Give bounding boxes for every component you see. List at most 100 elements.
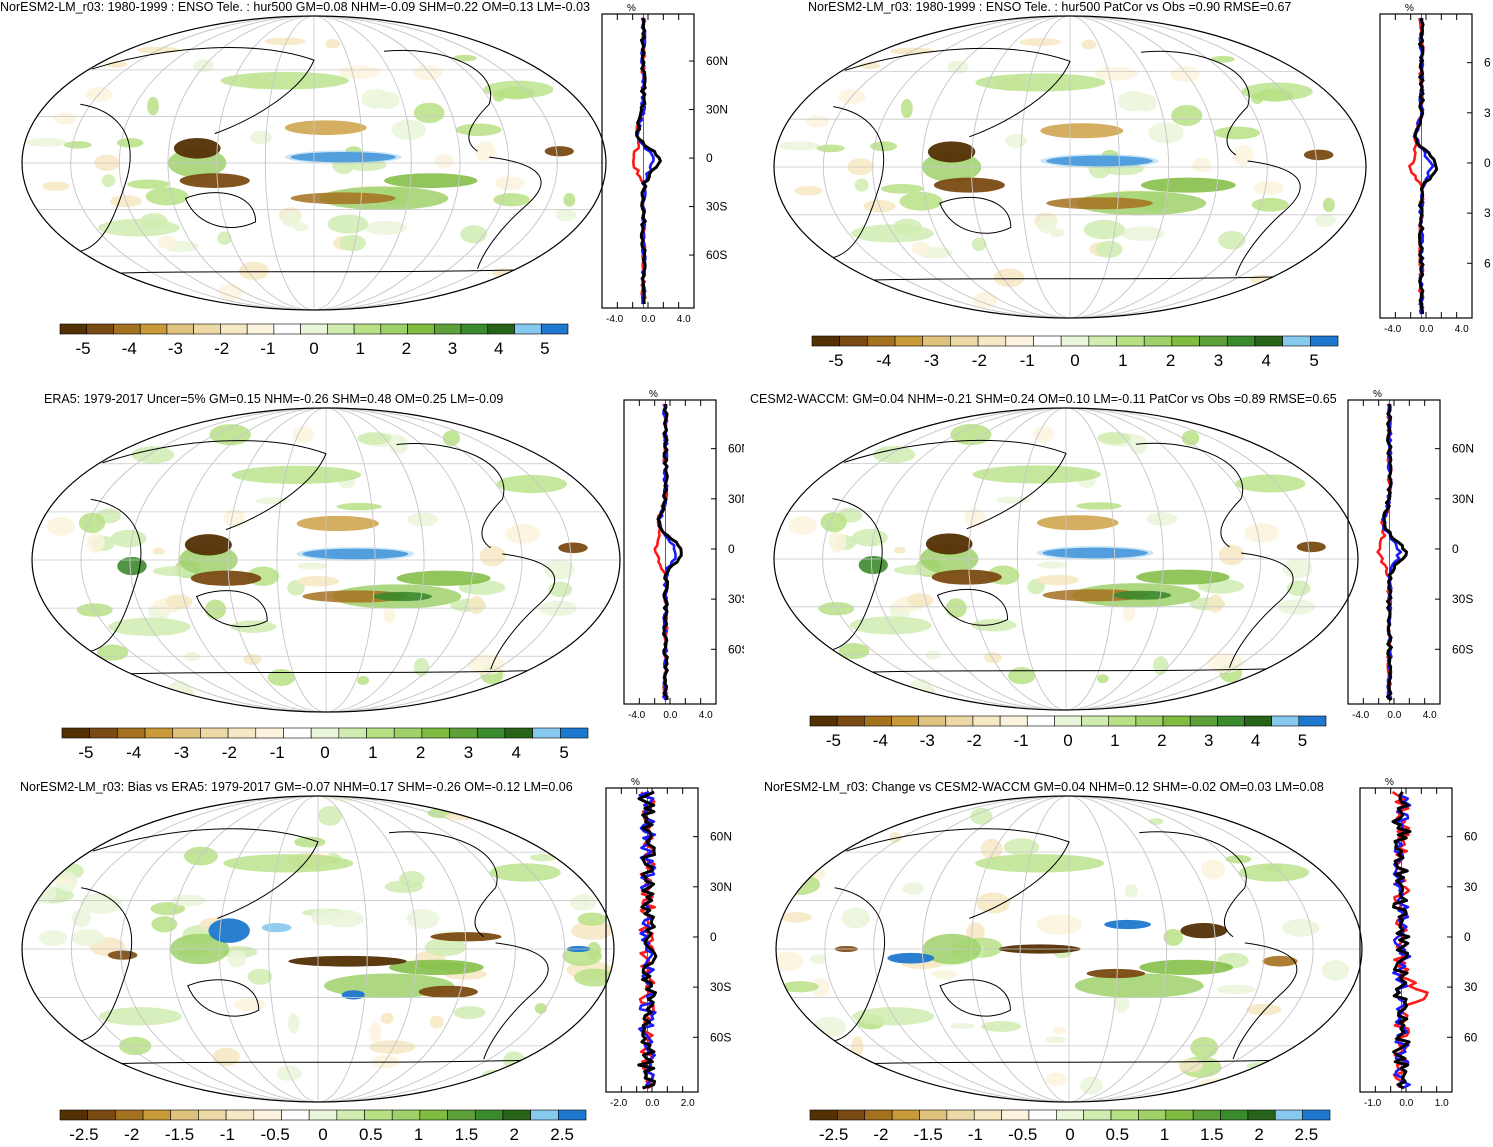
profile-frame xyxy=(601,13,695,309)
graticule xyxy=(22,16,606,310)
colorbar-swatch xyxy=(891,1109,920,1121)
colorbar-swatch xyxy=(560,727,589,739)
panel-title: ERA5: 1979-2017 Uncer=5% GM=0.15 NHM=-0.… xyxy=(44,392,504,406)
profile-unit-label: % xyxy=(1373,389,1382,400)
profile-y-tick-label: 60 xyxy=(1464,1030,1478,1044)
colorbar-swatch xyxy=(1116,335,1145,347)
colorbar-swatch xyxy=(1189,715,1218,727)
colorbar-swatch xyxy=(1226,335,1256,347)
colorbar-tick-label: 3 xyxy=(1214,351,1223,370)
colorbar-swatch xyxy=(1162,715,1191,727)
colorbar-swatch xyxy=(113,323,141,335)
graticule xyxy=(774,16,1366,318)
panel-title: NorESM2-LM_r03: Change vs CESM2-WACCM GM… xyxy=(764,780,1324,794)
profile-y-tick-label: 30N xyxy=(728,492,744,506)
colorbar-swatch xyxy=(1254,335,1283,347)
profile-y-tick-label: 0 xyxy=(728,542,735,556)
colorbar-swatch xyxy=(1108,715,1137,727)
profile-x-tick-label: 0.0 xyxy=(1419,324,1433,335)
colorbar-swatch xyxy=(1244,715,1272,727)
colorbar-swatch xyxy=(170,1109,199,1121)
colorbar-swatch xyxy=(474,1109,504,1121)
colorbar-tick-label: -1.5 xyxy=(165,1125,194,1144)
profile-line-black xyxy=(637,790,658,1090)
colorbar-tick-label: -1.5 xyxy=(914,1125,943,1144)
colorbar-tick-label: -0.5 xyxy=(261,1125,290,1144)
world-map xyxy=(21,795,615,1103)
colorbar-swatch xyxy=(380,323,408,335)
colorbar-tick-label: -5 xyxy=(826,731,841,750)
profile-line-black xyxy=(635,17,662,305)
profile-unit-label: % xyxy=(627,3,636,14)
profile-y-tick-label: 3 xyxy=(1484,206,1491,220)
profile-line-black xyxy=(656,403,683,701)
colorbar-tick-label: -2 xyxy=(222,743,237,762)
world-map xyxy=(773,15,1367,319)
profile-line-black xyxy=(1413,17,1439,315)
colorbar-swatch xyxy=(273,323,301,335)
map-field xyxy=(32,408,620,712)
colorbar-swatch xyxy=(1083,1109,1112,1121)
colorbar-swatch xyxy=(1199,335,1228,347)
profile-y-tick-label: 30S xyxy=(710,980,731,994)
colorbar-swatch xyxy=(1033,335,1062,347)
profile-line-black xyxy=(1391,791,1412,1090)
colorbar-swatch xyxy=(1054,715,1082,727)
profile-y-tick-label: 30 xyxy=(1464,880,1478,894)
profile-y-tick-label: 60S xyxy=(1452,642,1473,656)
colorbar-swatch xyxy=(1217,715,1245,727)
map-outline xyxy=(31,407,621,713)
colorbar-swatch xyxy=(253,1109,282,1121)
colorbar-swatch xyxy=(1138,1109,1167,1121)
colorbar-tick-label: 0.5 xyxy=(359,1125,383,1144)
colorbar-swatch xyxy=(972,715,1001,727)
profile-frame xyxy=(623,399,717,705)
panel-title: NorESM2-LM_r03: 1980-1999 : ENSO Tele. :… xyxy=(808,0,1292,14)
colorbar-swatch xyxy=(487,323,515,335)
colorbar: -5 -4 -3 -2 -1 0 1 2 3 4 5 xyxy=(809,715,1327,750)
colorbar-swatch xyxy=(891,715,919,727)
profile-line-blue xyxy=(657,403,677,701)
profile-y-tick-label: 6 xyxy=(1484,256,1491,270)
colorbar-swatch xyxy=(310,727,340,739)
colorbar-tick-label: 3 xyxy=(448,339,457,358)
colorbar-tick-label: 1 xyxy=(355,339,364,358)
colorbar-swatch xyxy=(973,1109,1002,1121)
colorbar-swatch xyxy=(139,323,168,335)
colorbar-swatch xyxy=(1143,335,1173,347)
coastlines xyxy=(68,47,560,276)
colorbar-swatch xyxy=(1081,715,1110,727)
profile-unit-label: % xyxy=(631,777,640,788)
profile-y-tick-label: 0 xyxy=(706,151,713,165)
colorbar-tick-label: -2 xyxy=(873,1125,888,1144)
colorbar-swatch xyxy=(87,1109,116,1121)
colorbar-tick-label: 2 xyxy=(1157,731,1166,750)
colorbar-swatch xyxy=(255,727,284,739)
colorbar-tick-label: 0.5 xyxy=(1105,1125,1129,1144)
colorbar-tick-label: 5 xyxy=(1298,731,1307,750)
graticule xyxy=(776,796,1362,1102)
profile-x-tick-label: 4.0 xyxy=(677,314,691,325)
panel-title: CESM2-WACCM: GM=0.04 NHM=-0.21 SHM=0.24 … xyxy=(750,392,1337,406)
colorbar-swatch xyxy=(336,1109,365,1121)
colorbar-swatch xyxy=(839,335,868,347)
colorbar-swatch xyxy=(59,323,88,335)
colorbar-swatch xyxy=(449,727,478,739)
colorbar-swatch xyxy=(172,727,201,739)
colorbar-tick-label: 5 xyxy=(1309,351,1318,370)
colorbar-tick-label: 2 xyxy=(416,743,425,762)
profile-x-tick-label: -4.0 xyxy=(628,710,646,721)
profile-y-tick-label: 6 xyxy=(1484,56,1491,70)
colorbar-swatch xyxy=(502,1109,531,1121)
world-map xyxy=(21,15,607,311)
colorbar-swatch xyxy=(1274,1109,1303,1121)
world-map xyxy=(773,407,1359,711)
colorbar-swatch xyxy=(89,727,118,739)
colorbar-swatch xyxy=(1005,335,1034,347)
profile-y-tick-label: 30N xyxy=(710,880,732,894)
profile-line-black xyxy=(1382,403,1409,702)
profile-y-tick-label: 0 xyxy=(710,930,717,944)
colorbar-swatch xyxy=(246,323,275,335)
profile-y-tick-label: 30S xyxy=(1452,592,1473,606)
profile-y-tick-label: 60N xyxy=(706,54,728,68)
